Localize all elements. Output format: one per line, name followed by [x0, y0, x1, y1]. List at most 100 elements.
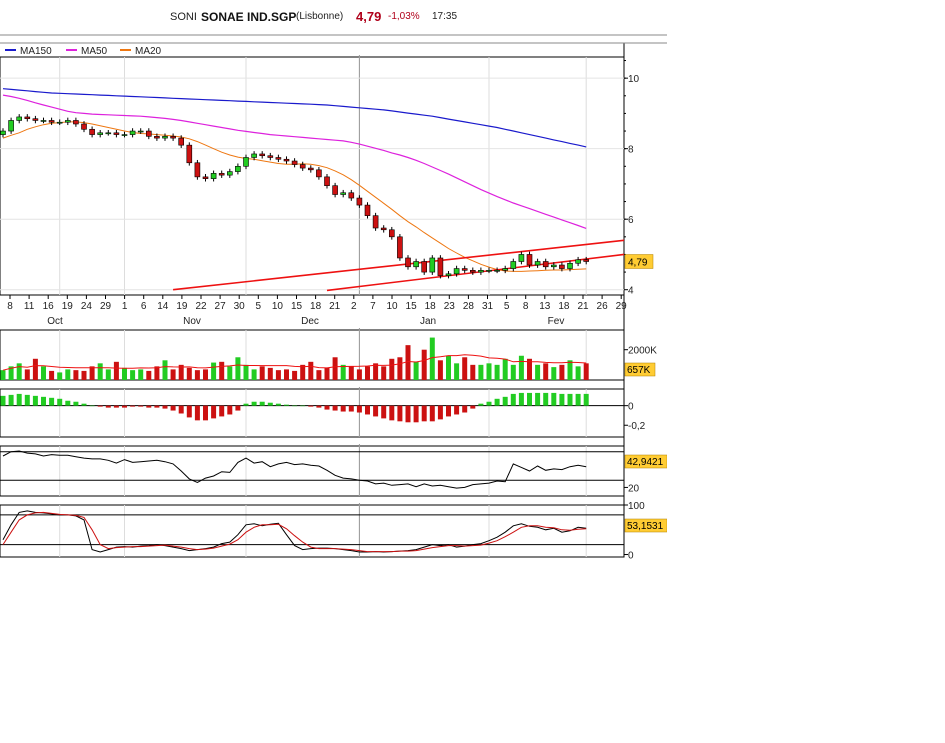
macd-bar [381, 405, 387, 419]
x-tick-label: 5 [256, 301, 262, 312]
volume-bar [494, 364, 500, 380]
volume-bar [429, 337, 435, 380]
x-tick-label: 27 [215, 301, 227, 312]
x-tick-label: 18 [310, 301, 322, 312]
macd-bar [478, 403, 484, 406]
month-label: Jan [420, 316, 436, 327]
last-price-label: 4,79 [628, 258, 648, 269]
macd-bar [275, 403, 281, 406]
macd-bar [267, 402, 273, 406]
volume-bar [559, 364, 565, 380]
volume-bar [518, 355, 524, 380]
volume-bar [413, 361, 419, 380]
macd-bar [373, 405, 379, 417]
candle-body [48, 120, 55, 123]
macd-bar [486, 401, 492, 406]
volume-bar [397, 357, 403, 380]
x-tick-label: 7 [370, 301, 376, 312]
macd-bar [162, 405, 168, 409]
volume-bar [0, 370, 6, 380]
volume-bar [421, 349, 427, 380]
candle-body [56, 121, 63, 124]
x-tick-label: 5 [504, 301, 510, 312]
candle-body [550, 264, 557, 268]
macd-bar [130, 405, 136, 407]
volume-bar [122, 367, 127, 380]
stochastic-tick-label: 0 [628, 551, 634, 560]
y-tick-label: 4 [628, 286, 634, 297]
x-tick-label: 14 [157, 301, 169, 312]
macd-bar [0, 395, 6, 406]
x-tick-label: 22 [195, 301, 207, 312]
volume-bar [170, 369, 176, 380]
macd-bar [32, 395, 38, 406]
macd-bar [324, 405, 330, 410]
macd-bar [583, 393, 589, 406]
volume-bar [251, 369, 257, 380]
rsi-line [2, 450, 587, 489]
volume-bar [186, 367, 192, 380]
candle-body [388, 229, 395, 238]
volume-bar [535, 364, 541, 380]
candle-body [397, 236, 403, 259]
candle-body [24, 116, 31, 120]
volume-bar [162, 360, 168, 380]
candle-body [259, 153, 266, 157]
legend-label-ma20: MA20 [135, 46, 162, 57]
volume-bar [324, 367, 330, 380]
last-price-badge [624, 254, 654, 269]
volume-bar [478, 364, 484, 380]
volume-bar [332, 357, 338, 380]
x-tick-label: 8 [7, 301, 13, 312]
macd-bar [203, 405, 208, 421]
macd-bar [194, 405, 200, 421]
volume-bar [348, 366, 354, 380]
security-name: SONAE IND.SGP [201, 10, 297, 24]
candle-body [227, 171, 233, 176]
candle-body [559, 264, 565, 269]
macd-bar [575, 393, 581, 406]
macd-bar [494, 398, 500, 406]
candle-body [299, 164, 306, 169]
candle-body [121, 134, 128, 136]
rsi-badge [624, 454, 667, 469]
volume-bar [373, 363, 379, 380]
volume-average-line [2, 354, 587, 371]
x-tick-label: 19 [62, 301, 74, 312]
candle-body [275, 157, 282, 160]
macd-bar [227, 405, 233, 415]
candle-body [178, 137, 184, 146]
candle-body [291, 160, 298, 165]
candle-body [97, 132, 103, 135]
volume-bar [219, 361, 225, 380]
candle-body [89, 128, 95, 135]
candle-body [210, 173, 217, 179]
macd-bar [462, 405, 468, 413]
candle-body [162, 136, 168, 139]
candle-body [372, 215, 379, 229]
month-label: Fev [548, 316, 565, 327]
macd-bar [235, 405, 241, 411]
macd-bar [421, 405, 427, 422]
volume-bar [146, 370, 152, 380]
x-tick-label: 23 [444, 301, 456, 312]
candle-body [494, 270, 500, 272]
y-tick-label: 6 [628, 215, 634, 226]
volume-bar [41, 366, 46, 380]
macd-bar [178, 405, 184, 414]
candle-body [502, 268, 509, 271]
macd-tick-label: 0 [628, 402, 634, 413]
stochastic-tick-label: 100 [628, 501, 645, 512]
candle-body [40, 120, 47, 122]
macd-bar [348, 405, 354, 412]
volume-bar [575, 366, 581, 380]
candle-body [469, 270, 476, 273]
candle-body [518, 254, 525, 262]
x-tick-label: 10 [386, 301, 398, 312]
rsi-tick-label: 20 [628, 483, 640, 494]
x-tick-label: 1 [122, 301, 128, 312]
candle-body [81, 123, 87, 130]
macd-bar [300, 405, 306, 407]
ma150-line [2, 88, 587, 148]
volume-bar [583, 363, 589, 380]
